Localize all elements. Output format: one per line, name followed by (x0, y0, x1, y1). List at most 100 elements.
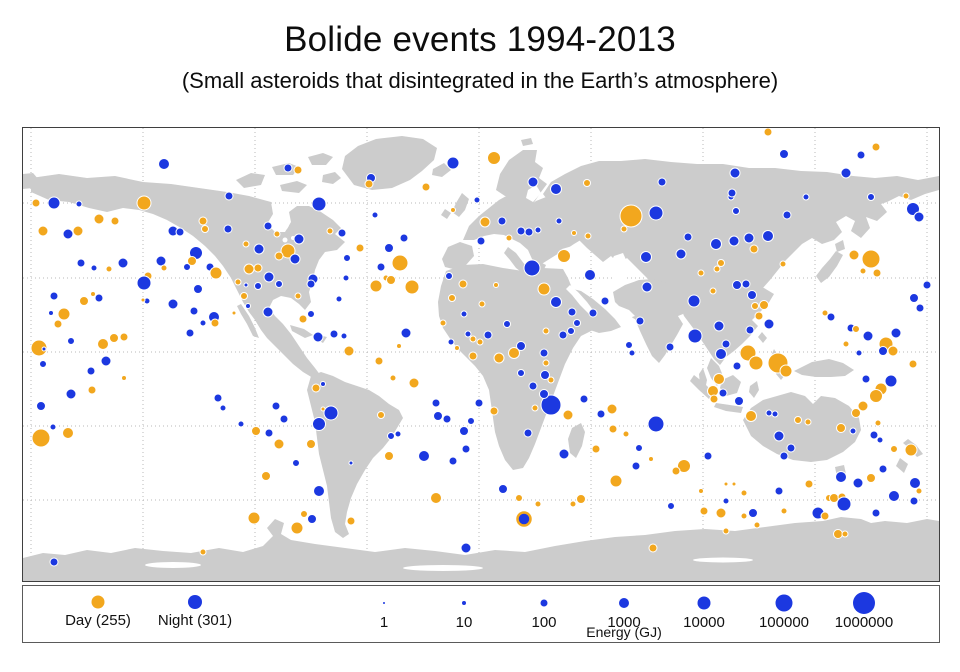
bolide-event-dot (722, 527, 730, 535)
bolide-event-dot (902, 192, 910, 200)
energy-tick-dot-icon (853, 592, 875, 614)
bolide-event-dot (884, 374, 898, 388)
bolide-event-dot (199, 319, 207, 327)
bolide-event-dot (782, 210, 792, 220)
bolide-event-dot (866, 473, 876, 483)
bolide-event-dot (399, 233, 409, 243)
bolide-event-dot (30, 339, 48, 357)
bolide-event-dot (253, 243, 265, 255)
bolide-event-dot (483, 330, 493, 340)
bolide-dots (30, 128, 932, 567)
bolide-event-dot (550, 183, 562, 195)
bolide-event-dot (86, 366, 96, 376)
bolide-event-dot (713, 320, 725, 332)
bolide-event-dot-ringed (516, 511, 532, 527)
bolide-event-dot (307, 514, 317, 524)
bolide-event-dot (247, 511, 261, 525)
energy-tick-label: 100000 (758, 614, 810, 631)
bolide-event-dot (105, 265, 113, 273)
bolide-event-dot (527, 176, 539, 188)
bolide-event-dot (619, 204, 643, 228)
bolide-event-dot (588, 308, 598, 318)
bolide-event-dot (97, 338, 109, 350)
bolide-event-dot (261, 471, 271, 481)
bolide-event-dot (583, 179, 591, 187)
energy-tick-label: 1000 (607, 614, 641, 631)
night-dot-icon (188, 595, 202, 609)
bolide-event-dot (307, 310, 315, 318)
bolide-event-dot (75, 200, 83, 208)
bolide-event-dot (887, 345, 899, 357)
bolide-event-dot (539, 389, 549, 399)
bolide-event-dot (312, 417, 326, 431)
bolide-event-dot (550, 296, 562, 308)
bolide-event-dot (311, 383, 321, 393)
bolide-event-dot (193, 284, 203, 294)
energy-tick-1000: 1000 (584, 590, 664, 631)
bolide-event-dot (745, 325, 755, 335)
bolide-event-dot (517, 369, 525, 377)
bolide-event-dot (909, 477, 921, 489)
bolide-event-dot (199, 548, 207, 556)
bolide-event-dot (36, 401, 46, 411)
bolide-event-dot (821, 309, 829, 317)
bolide-event-dot (464, 330, 472, 338)
bolide-event-dot (608, 424, 618, 434)
energy-tick-dot-icon (697, 596, 711, 610)
page-subtitle: (Small asteroids that disintegrated in t… (181, 68, 779, 93)
bolide-event-dot (389, 374, 397, 382)
bolide-event-dot (600, 296, 610, 306)
bolide-event-dot (804, 418, 812, 426)
bolide-event-dot (183, 263, 191, 271)
bolide-event-dot (446, 156, 460, 170)
bolide-event-dot (348, 460, 354, 466)
bolide-event-dot (567, 327, 575, 335)
bolide-event-dot (298, 314, 308, 324)
bolide-event-dot (90, 291, 96, 297)
bolide-event-dot (355, 243, 365, 253)
bolide-event-dot (773, 430, 785, 442)
bolide-event-dot (109, 333, 119, 343)
bolide-event-dot (37, 225, 49, 237)
bolide-event-dot (160, 264, 168, 272)
bolide-event-dot (779, 149, 789, 159)
bolide-event-dot (90, 264, 98, 272)
bolide-event-dot (213, 393, 223, 403)
bolide-event-dot (861, 374, 871, 384)
bolide-event-dot (786, 443, 796, 453)
bolide-event-dot (326, 227, 334, 235)
bolide-event-dot (890, 445, 898, 453)
bolide-event-dot (459, 426, 469, 436)
bolide-event-dot (476, 236, 486, 246)
bolide-event-dot (571, 230, 577, 236)
bolide-event-dot (569, 500, 577, 508)
bolide-event-dot (294, 292, 302, 300)
bolide-event-dot (275, 280, 283, 288)
bolide-event-dot (337, 228, 347, 238)
bolide-event-dot (715, 507, 727, 519)
bolide-event-dot (732, 361, 742, 371)
bolide-event-dot (251, 426, 261, 436)
bolide-event-dot (648, 543, 658, 553)
bolide-event-dot (852, 325, 860, 333)
bolide-event-dot (41, 346, 47, 352)
bolide-event-dot (72, 225, 84, 237)
bolide-event-dot (431, 398, 441, 408)
bolide-event-dot (93, 213, 105, 225)
energy-tick-10000: 10000 (664, 590, 744, 631)
bolide-event-dot (779, 451, 789, 461)
energy-tick-1: 1 (344, 590, 424, 631)
bolide-event-dot (874, 419, 882, 427)
bolide-event-dot (458, 279, 468, 289)
bolide-event-dot (140, 297, 146, 303)
bolide-event-dot (87, 385, 97, 395)
bolide-event-dot (628, 349, 636, 357)
continents (23, 136, 939, 581)
bolide-event-dot (908, 359, 918, 369)
bolide-event-dot (263, 221, 273, 231)
bolide-event-dot (869, 389, 883, 403)
bolide-event-dot (263, 271, 275, 283)
bolide-event-dot (47, 196, 61, 210)
bolide-event-dot (450, 207, 456, 213)
bolide-event-dot (404, 279, 420, 295)
